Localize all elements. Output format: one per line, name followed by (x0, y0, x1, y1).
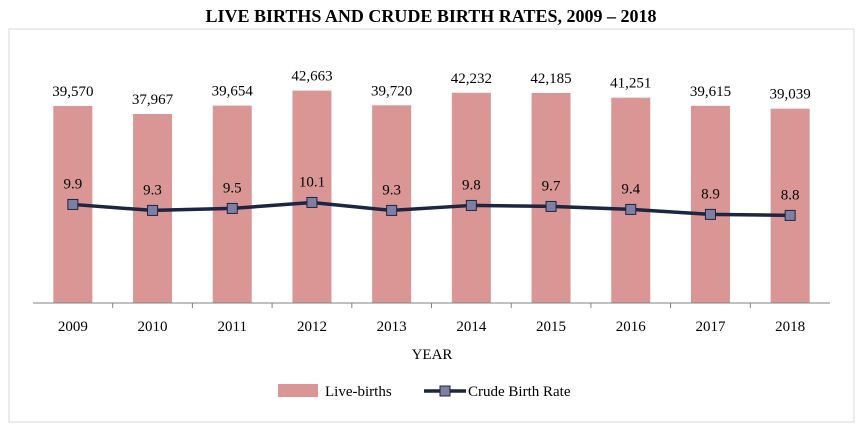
x-tick-2010: 2010 (138, 319, 168, 335)
rate-label-2010: 9.3 (143, 182, 162, 198)
bar-label-2016: 41,251 (610, 76, 651, 92)
rate-label-2017: 8.9 (701, 186, 720, 202)
line-layer (67, 196, 796, 221)
rate-marker-2015 (545, 200, 557, 212)
bar-label-2013: 39,720 (371, 83, 412, 99)
bar-label-2015: 42,185 (530, 71, 571, 87)
x-tick-2017: 2017 (695, 319, 726, 335)
bars-layer (53, 90, 810, 304)
bar-label-2017: 39,615 (690, 84, 731, 100)
x-tick-2016: 2016 (616, 319, 647, 335)
bar-label-2012: 42,663 (291, 69, 332, 85)
rate-label-2012: 10.1 (299, 174, 325, 190)
bar-2013 (372, 105, 412, 303)
x-axis-title: YEAR (412, 347, 453, 363)
data-labels-layer: 39,570 9.9 37,967 9.3 39,654 9.5 42,663 10.1 39,… (52, 69, 811, 204)
legend-label-crude-birth-rate: Crude Birth Rate (468, 384, 571, 400)
bar-label-2018: 39,039 (770, 87, 811, 103)
rate-marker-2010 (147, 204, 159, 216)
x-tick-2009: 2009 (58, 319, 88, 335)
legend-label-live-births: Live-births (325, 384, 392, 400)
crude-birth-rate-line (72, 200, 791, 218)
x-tick-2015: 2015 (536, 319, 566, 335)
rate-label-2015: 9.7 (542, 178, 561, 194)
rate-label-2018: 8.8 (781, 187, 800, 203)
legend-marker-crude-birth-rate (439, 385, 451, 397)
bar-2014 (451, 92, 491, 303)
rate-marker-2009 (67, 198, 79, 210)
bar-2015 (531, 93, 571, 303)
rate-marker-2012 (306, 196, 318, 208)
bar-label-2014: 42,232 (451, 71, 492, 87)
rate-label-2013: 9.3 (382, 182, 401, 198)
rate-marker-2016 (625, 203, 637, 215)
chart-title: LIVE BIRTHS AND CRUDE BIRTH RATES, 2009 … (206, 6, 657, 26)
rate-label-2016: 9.4 (621, 181, 640, 197)
rate-marker-2017 (704, 208, 716, 220)
legend-swatch-live-births (278, 384, 318, 397)
bar-2016 (611, 97, 651, 304)
x-tick-2013: 2013 (377, 319, 407, 335)
rate-label-2014: 9.8 (462, 177, 481, 193)
bar-2012 (292, 90, 332, 304)
rate-marker-2018 (784, 209, 796, 221)
x-tick-2018: 2018 (775, 319, 805, 335)
bar-label-2010: 37,967 (132, 92, 174, 108)
legend: Live-births Crude Birth Rate (278, 384, 571, 400)
rate-label-2011: 9.5 (223, 180, 242, 196)
rate-marker-2013 (386, 204, 398, 216)
bar-label-2011: 39,654 (212, 84, 254, 100)
x-tick-2012: 2012 (297, 319, 327, 335)
x-ticks-layer: 2009 2010 2011 2012 2013 2014 2015 2016 2017 2018 (58, 303, 805, 335)
rate-marker-2011 (226, 202, 238, 214)
rate-label-2009: 9.9 (63, 176, 82, 192)
bar-label-2009: 39,570 (52, 84, 93, 100)
x-tick-2014: 2014 (456, 319, 487, 335)
rate-marker-2014 (465, 199, 477, 211)
bar-2017 (690, 105, 730, 304)
x-tick-2011: 2011 (218, 319, 247, 335)
bar-2018 (770, 108, 810, 303)
